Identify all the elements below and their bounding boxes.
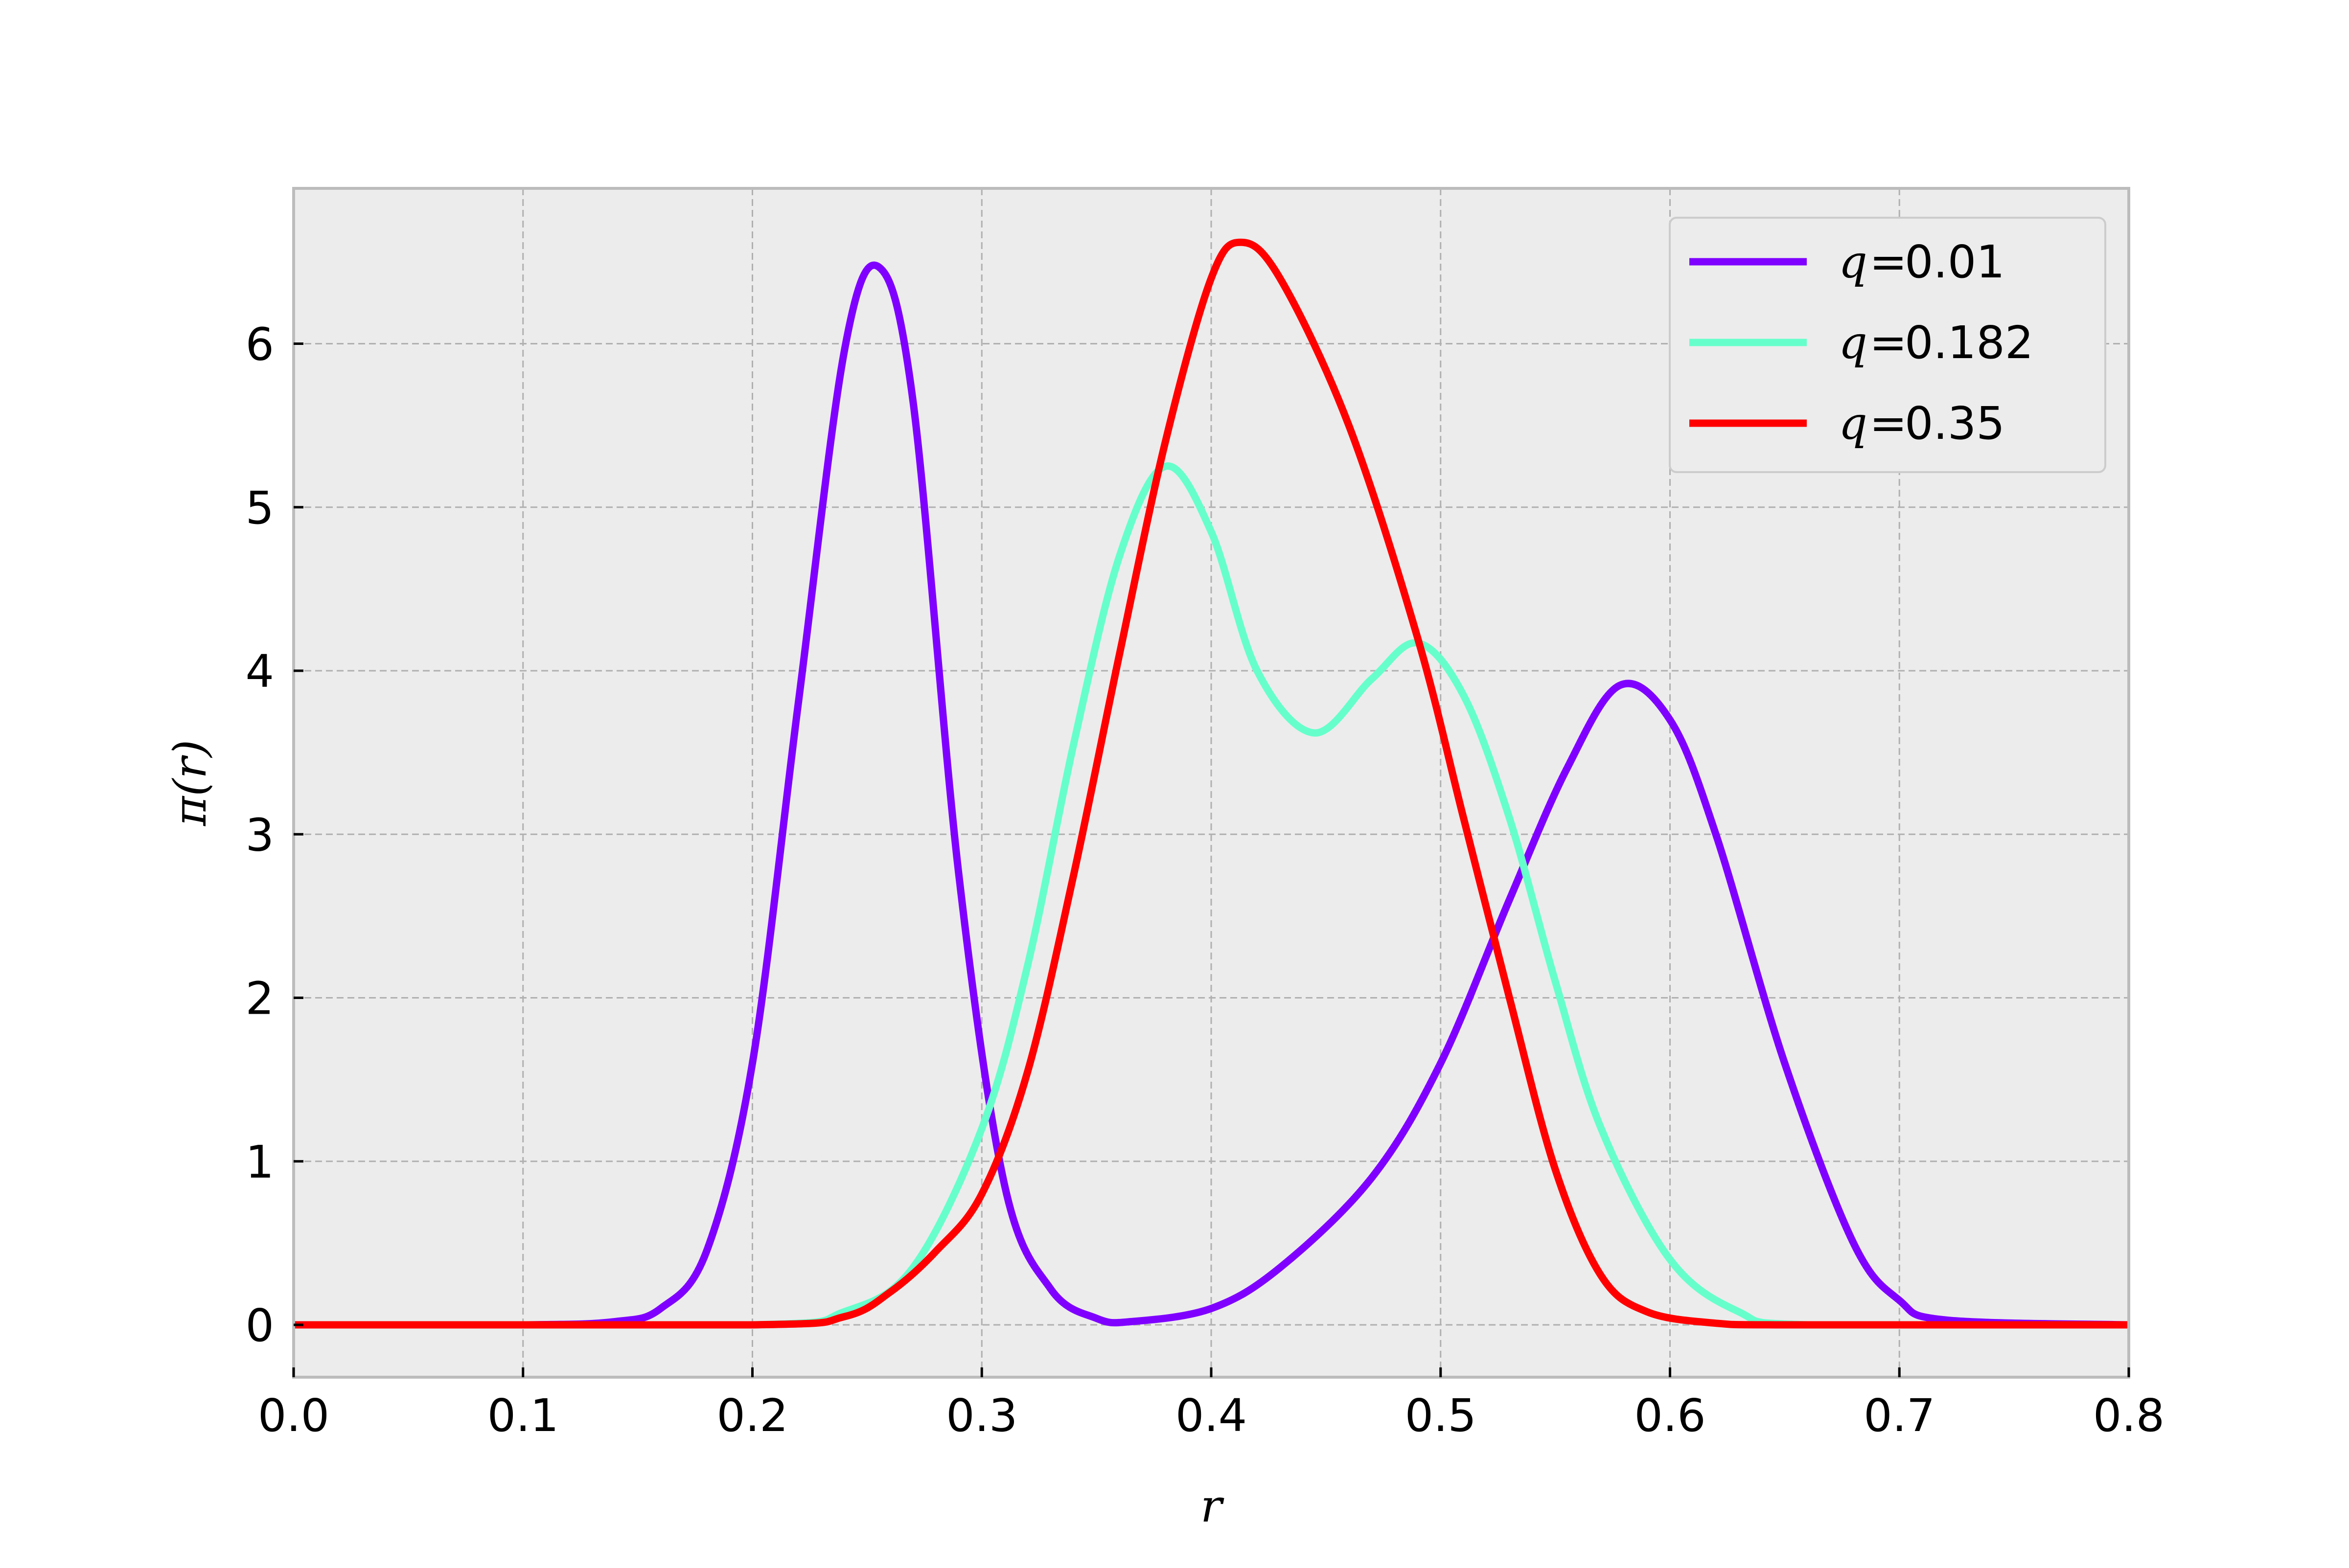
legend-eq-2: = [1869, 317, 1907, 369]
x-tick-label: 0.6 [1634, 1389, 1705, 1442]
x-tick-label: 0.8 [2093, 1389, 2165, 1442]
x-axis-label: r [1200, 1480, 1224, 1532]
x-tick-label: 0.1 [487, 1389, 559, 1442]
legend-var-1: q [1839, 236, 1867, 288]
x-tick-label: 0.3 [946, 1389, 1017, 1442]
series-line-2 [294, 462, 2129, 1329]
x-tick-label: 0.2 [716, 1389, 788, 1442]
legend-eq-1: = [1869, 236, 1907, 288]
x-tick-label: 0.0 [258, 1389, 329, 1442]
y-tick-label: 1 [245, 1136, 274, 1188]
legend-box [1669, 217, 2106, 473]
legend-label-1: 0.01 [1905, 236, 2005, 288]
legend-var-3: q [1839, 397, 1867, 450]
y-tick-label: 5 [245, 482, 274, 534]
y-tick-label: 0 [245, 1299, 274, 1352]
x-tick-label: 0.7 [1864, 1389, 1935, 1442]
y-axis-label: π(r) [164, 740, 216, 826]
x-tick-label: 0.4 [1175, 1389, 1247, 1442]
series-line-1 [294, 261, 2129, 1329]
y-tick-label: 6 [245, 318, 274, 371]
y-tick-label: 3 [245, 809, 274, 861]
series-layer [294, 238, 2129, 1329]
legend-label-2: 0.182 [1905, 317, 2033, 369]
y-tick-label: 2 [245, 973, 274, 1025]
y-tick-label: 4 [245, 645, 274, 698]
legend-eq-3: = [1869, 397, 1907, 450]
series-line-3 [294, 238, 2129, 1329]
x-tick-label: 0.5 [1405, 1389, 1476, 1442]
legend-var-2: q [1839, 317, 1867, 369]
legend-label-3: 0.35 [1905, 397, 2005, 450]
ticks: 0.0 0.1 0.2 0.3 0.4 0.5 0.6 0.7 0.8 0 1 2 3 4 5 6 [245, 318, 2165, 1442]
